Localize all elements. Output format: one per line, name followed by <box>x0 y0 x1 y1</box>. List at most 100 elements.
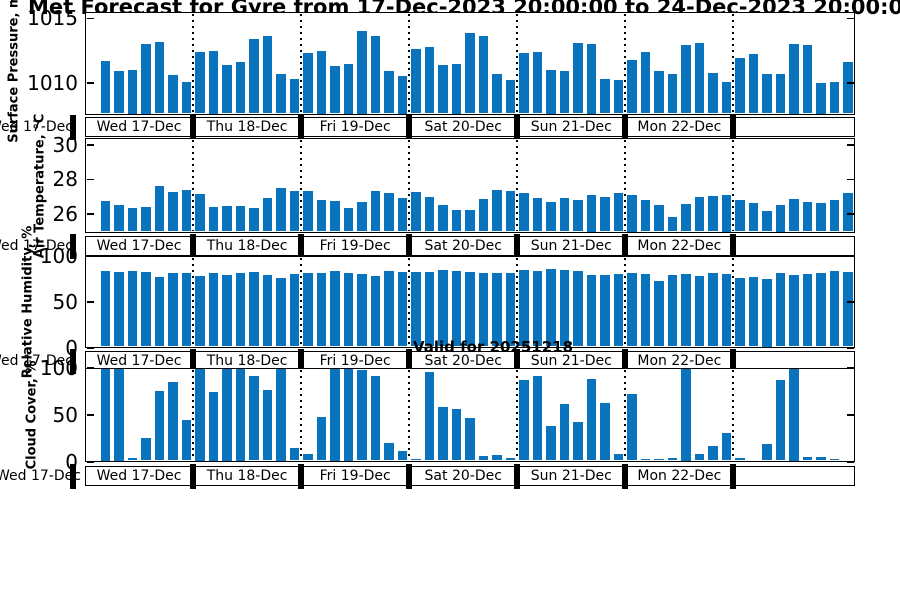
bar-relative-humidity <box>546 268 556 347</box>
bar-air-temperature <box>478 199 489 232</box>
bar-relative-humidity <box>735 278 745 347</box>
bar-cloud-cover <box>640 459 651 461</box>
bar-air-temperature <box>384 193 394 232</box>
day-boundary-line <box>516 258 519 346</box>
day-boundary-line <box>408 258 411 346</box>
bar-surface-pressure <box>600 78 610 114</box>
y-tick-label: 100 <box>39 356 78 380</box>
bar-cloud-cover <box>681 369 691 461</box>
bar-air-temperature <box>789 199 799 232</box>
bar-air-temperature <box>681 203 691 232</box>
day-boundary-line <box>516 14 519 113</box>
day-boundary-line <box>732 258 735 346</box>
day-boundary-line <box>624 140 627 231</box>
bar-relative-humidity <box>627 273 637 347</box>
bar-cloud-cover <box>613 454 624 461</box>
bar-cloud-cover <box>519 380 529 461</box>
bar-cloud-cover <box>802 457 813 461</box>
bar-surface-pressure <box>397 76 408 114</box>
bar-surface-pressure <box>208 50 219 114</box>
day-boundary-line <box>192 258 195 346</box>
bar-surface-pressure <box>181 81 192 114</box>
bar-surface-pressure <box>343 63 354 114</box>
bar-relative-humidity <box>829 270 840 347</box>
bar-cloud-cover <box>492 455 502 461</box>
bar-cloud-cover <box>330 369 340 461</box>
bar-cloud-cover <box>559 403 570 461</box>
bar-surface-pressure <box>370 36 381 114</box>
y-tick-mark <box>86 17 94 20</box>
valid-annotation: Valid for 20251218 <box>412 338 574 356</box>
bar-cloud-cover <box>114 369 124 461</box>
bar-surface-pressure <box>829 81 840 114</box>
y-tick-mark <box>846 213 854 215</box>
bar-air-temperature <box>519 193 529 232</box>
bar-cloud-cover <box>735 458 745 461</box>
bar-relative-humidity <box>613 274 624 347</box>
bar-relative-humidity <box>276 278 286 347</box>
bar-cloud-cover <box>654 459 664 461</box>
bar-surface-pressure <box>532 51 543 114</box>
bar-air-temperature <box>802 201 813 232</box>
bar-relative-humidity <box>438 269 448 347</box>
day-boundary-line <box>300 370 303 460</box>
day-boundary-line <box>624 370 627 460</box>
bar-air-temperature <box>559 198 570 232</box>
day-label: Mon 22-Dec <box>637 353 722 369</box>
day-separator <box>730 234 737 259</box>
bar-air-temperature <box>640 200 651 232</box>
bar-air-temperature <box>721 195 732 232</box>
bar-surface-pressure <box>843 62 853 114</box>
bar-air-temperature <box>114 205 124 232</box>
bar-relative-humidity <box>100 270 110 347</box>
day-separator <box>70 115 76 140</box>
day-label: Wed 17-Dec <box>96 353 182 369</box>
bar-relative-humidity <box>721 274 732 347</box>
bar-air-temperature <box>775 204 786 232</box>
y-tick-mark <box>86 301 94 303</box>
bar-surface-pressure <box>640 51 651 114</box>
y-tick-label: 26 <box>52 202 78 226</box>
bar-cloud-cover <box>546 426 556 461</box>
bar-cloud-cover <box>478 456 489 461</box>
day-boundary-line <box>300 258 303 346</box>
bar-relative-humidity <box>762 279 772 347</box>
day-label: Thu 18-Dec <box>206 468 288 484</box>
bar-surface-pressure <box>478 36 489 114</box>
bar-cloud-cover <box>303 454 313 461</box>
bar-relative-humidity <box>465 271 475 347</box>
bar-cloud-cover <box>222 369 232 461</box>
bar-air-temperature <box>829 200 840 232</box>
bar-cloud-cover <box>789 369 799 461</box>
bar-relative-humidity <box>600 275 610 347</box>
day-boundary-line <box>192 14 195 113</box>
bar-relative-humidity <box>492 273 502 347</box>
bar-air-temperature <box>492 189 502 232</box>
day-separator <box>406 464 413 489</box>
bar-relative-humidity <box>505 272 516 347</box>
bar-air-temperature <box>735 200 745 232</box>
bar-surface-pressure <box>235 62 246 114</box>
y-tick-label: 28 <box>52 167 78 192</box>
bar-relative-humidity <box>127 270 138 347</box>
bar-cloud-cover <box>208 391 219 461</box>
bar-air-temperature <box>195 194 205 232</box>
day-separator <box>622 115 629 140</box>
bar-cloud-cover <box>357 369 367 461</box>
y-tick-label: 1015 <box>27 6 78 31</box>
bar-surface-pressure <box>627 59 637 114</box>
y-tick-label: 1010 <box>27 70 78 95</box>
day-separator <box>298 115 305 140</box>
bar-air-temperature <box>289 190 300 232</box>
day-separator <box>514 115 521 140</box>
day-boundary-line <box>192 370 195 460</box>
bar-cloud-cover <box>586 379 597 461</box>
bar-air-temperature <box>127 207 138 232</box>
bar-surface-pressure <box>222 64 232 114</box>
bar-air-temperature <box>276 188 286 232</box>
bar-cloud-cover <box>505 458 516 461</box>
day-separator <box>514 349 521 374</box>
day-boundary-line <box>300 140 303 231</box>
bar-cloud-cover <box>370 375 381 461</box>
bar-air-temperature <box>357 201 367 232</box>
